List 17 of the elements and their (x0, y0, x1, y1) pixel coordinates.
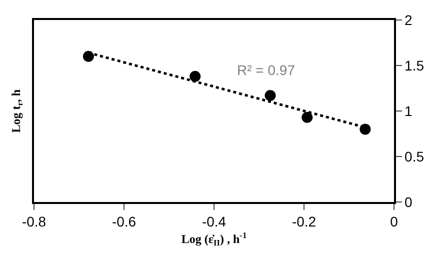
point (302, 112, 313, 123)
y-tick-label: 2 (404, 12, 413, 28)
point (360, 124, 371, 135)
x-tick-label: -0.6 (112, 214, 136, 230)
x-axis-title: Log (ε̇$_{II}$) , h$^{-1}$ (181, 230, 247, 248)
y-tick-label: 0 (404, 194, 413, 210)
point (190, 70, 201, 82)
x-tick-label: -0.4 (202, 214, 226, 230)
y-tick-label: 1 (404, 102, 413, 119)
point (82, 50, 94, 62)
x-tick-label: 0 (390, 214, 398, 230)
y-tick-label: 0.5 (404, 148, 424, 164)
y-tick-label: 1.5 (404, 57, 424, 74)
x-tick-label: -0.2 (292, 214, 316, 230)
point (264, 90, 276, 102)
annotation: R² = 0.97 (237, 62, 296, 78)
x-tick-label: -0.8 (22, 214, 46, 230)
